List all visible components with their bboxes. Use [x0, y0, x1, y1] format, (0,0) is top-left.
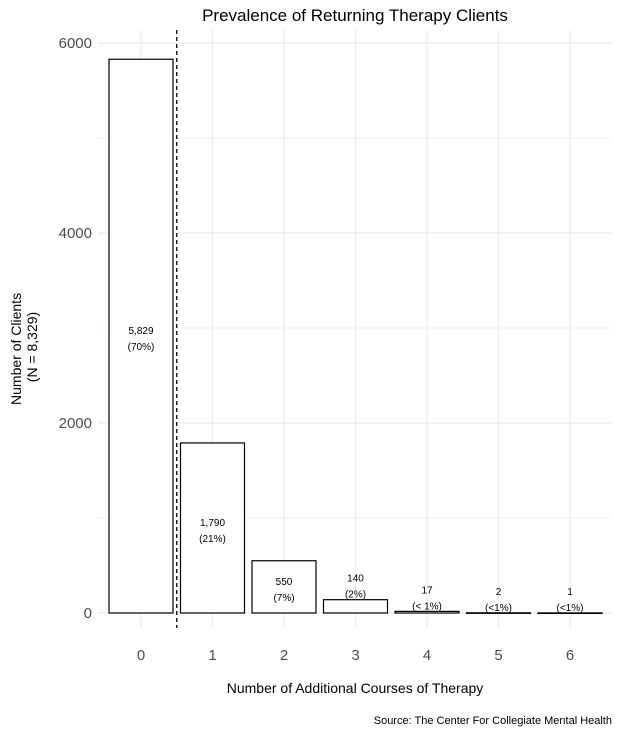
- y-tick-label: 2000: [59, 415, 92, 432]
- x-tick-label: 3: [351, 647, 359, 664]
- axis-ticks: 0 2000 4000 6000 0 1 2 3 4 5 6: [59, 35, 575, 664]
- y-axis-label-line-1: Number of Clients: [8, 293, 24, 405]
- x-tick-label: 2: [280, 647, 288, 664]
- bar-percent-label: (<1%): [485, 603, 512, 614]
- x-tick-label: 6: [566, 647, 574, 664]
- bar-percent-label: (21%): [199, 534, 226, 545]
- bar-count-label: 17: [421, 585, 433, 596]
- bar: [537, 612, 603, 615]
- x-tick-label: 1: [208, 647, 216, 664]
- data-labels: 5,829 (70%) 1,790 (21%) 550 (7%) 140 (2%) 17 (< 1…: [128, 326, 584, 614]
- bar-count-label: 140: [347, 574, 364, 585]
- bar: [465, 612, 532, 614]
- bar-percent-label: (2%): [345, 590, 366, 601]
- y-tick-label: 0: [84, 605, 92, 622]
- bar-count-label: 5,829: [128, 326, 153, 337]
- bar: [394, 610, 460, 614]
- bar-count-label: 2: [496, 587, 502, 598]
- y-tick-label: 4000: [59, 225, 92, 242]
- bar: [108, 58, 174, 614]
- bar-count-label: 1,790: [200, 518, 225, 529]
- bar-percent-label: (7%): [273, 593, 294, 604]
- bar: [251, 560, 317, 614]
- source-caption: Source: The Center For Collegiate Mental…: [374, 715, 612, 727]
- bar: [179, 442, 246, 614]
- x-tick-label: 0: [137, 647, 145, 664]
- bar-count-label: 1: [567, 587, 573, 598]
- grid-lines: [98, 30, 612, 628]
- x-tick-label: 5: [494, 647, 502, 664]
- y-tick-label: 6000: [59, 35, 92, 52]
- y-axis-label: Number of Clients (N = 8,329): [8, 289, 40, 405]
- x-tick-label: 4: [423, 647, 431, 664]
- bars: [108, 58, 603, 615]
- y-axis-label-line-2: (N = 8,329): [24, 312, 40, 382]
- chart-title: Prevalence of Returning Therapy Clients: [202, 6, 508, 25]
- bar-percent-label: (<1%): [557, 603, 584, 614]
- bar-count-label: 550: [276, 577, 293, 588]
- bar-percent-label: (< 1%): [412, 601, 442, 612]
- x-axis-label: Number of Additional Courses of Therapy: [227, 680, 484, 696]
- bar: [322, 599, 389, 614]
- bar-percent-label: (70%): [128, 342, 155, 353]
